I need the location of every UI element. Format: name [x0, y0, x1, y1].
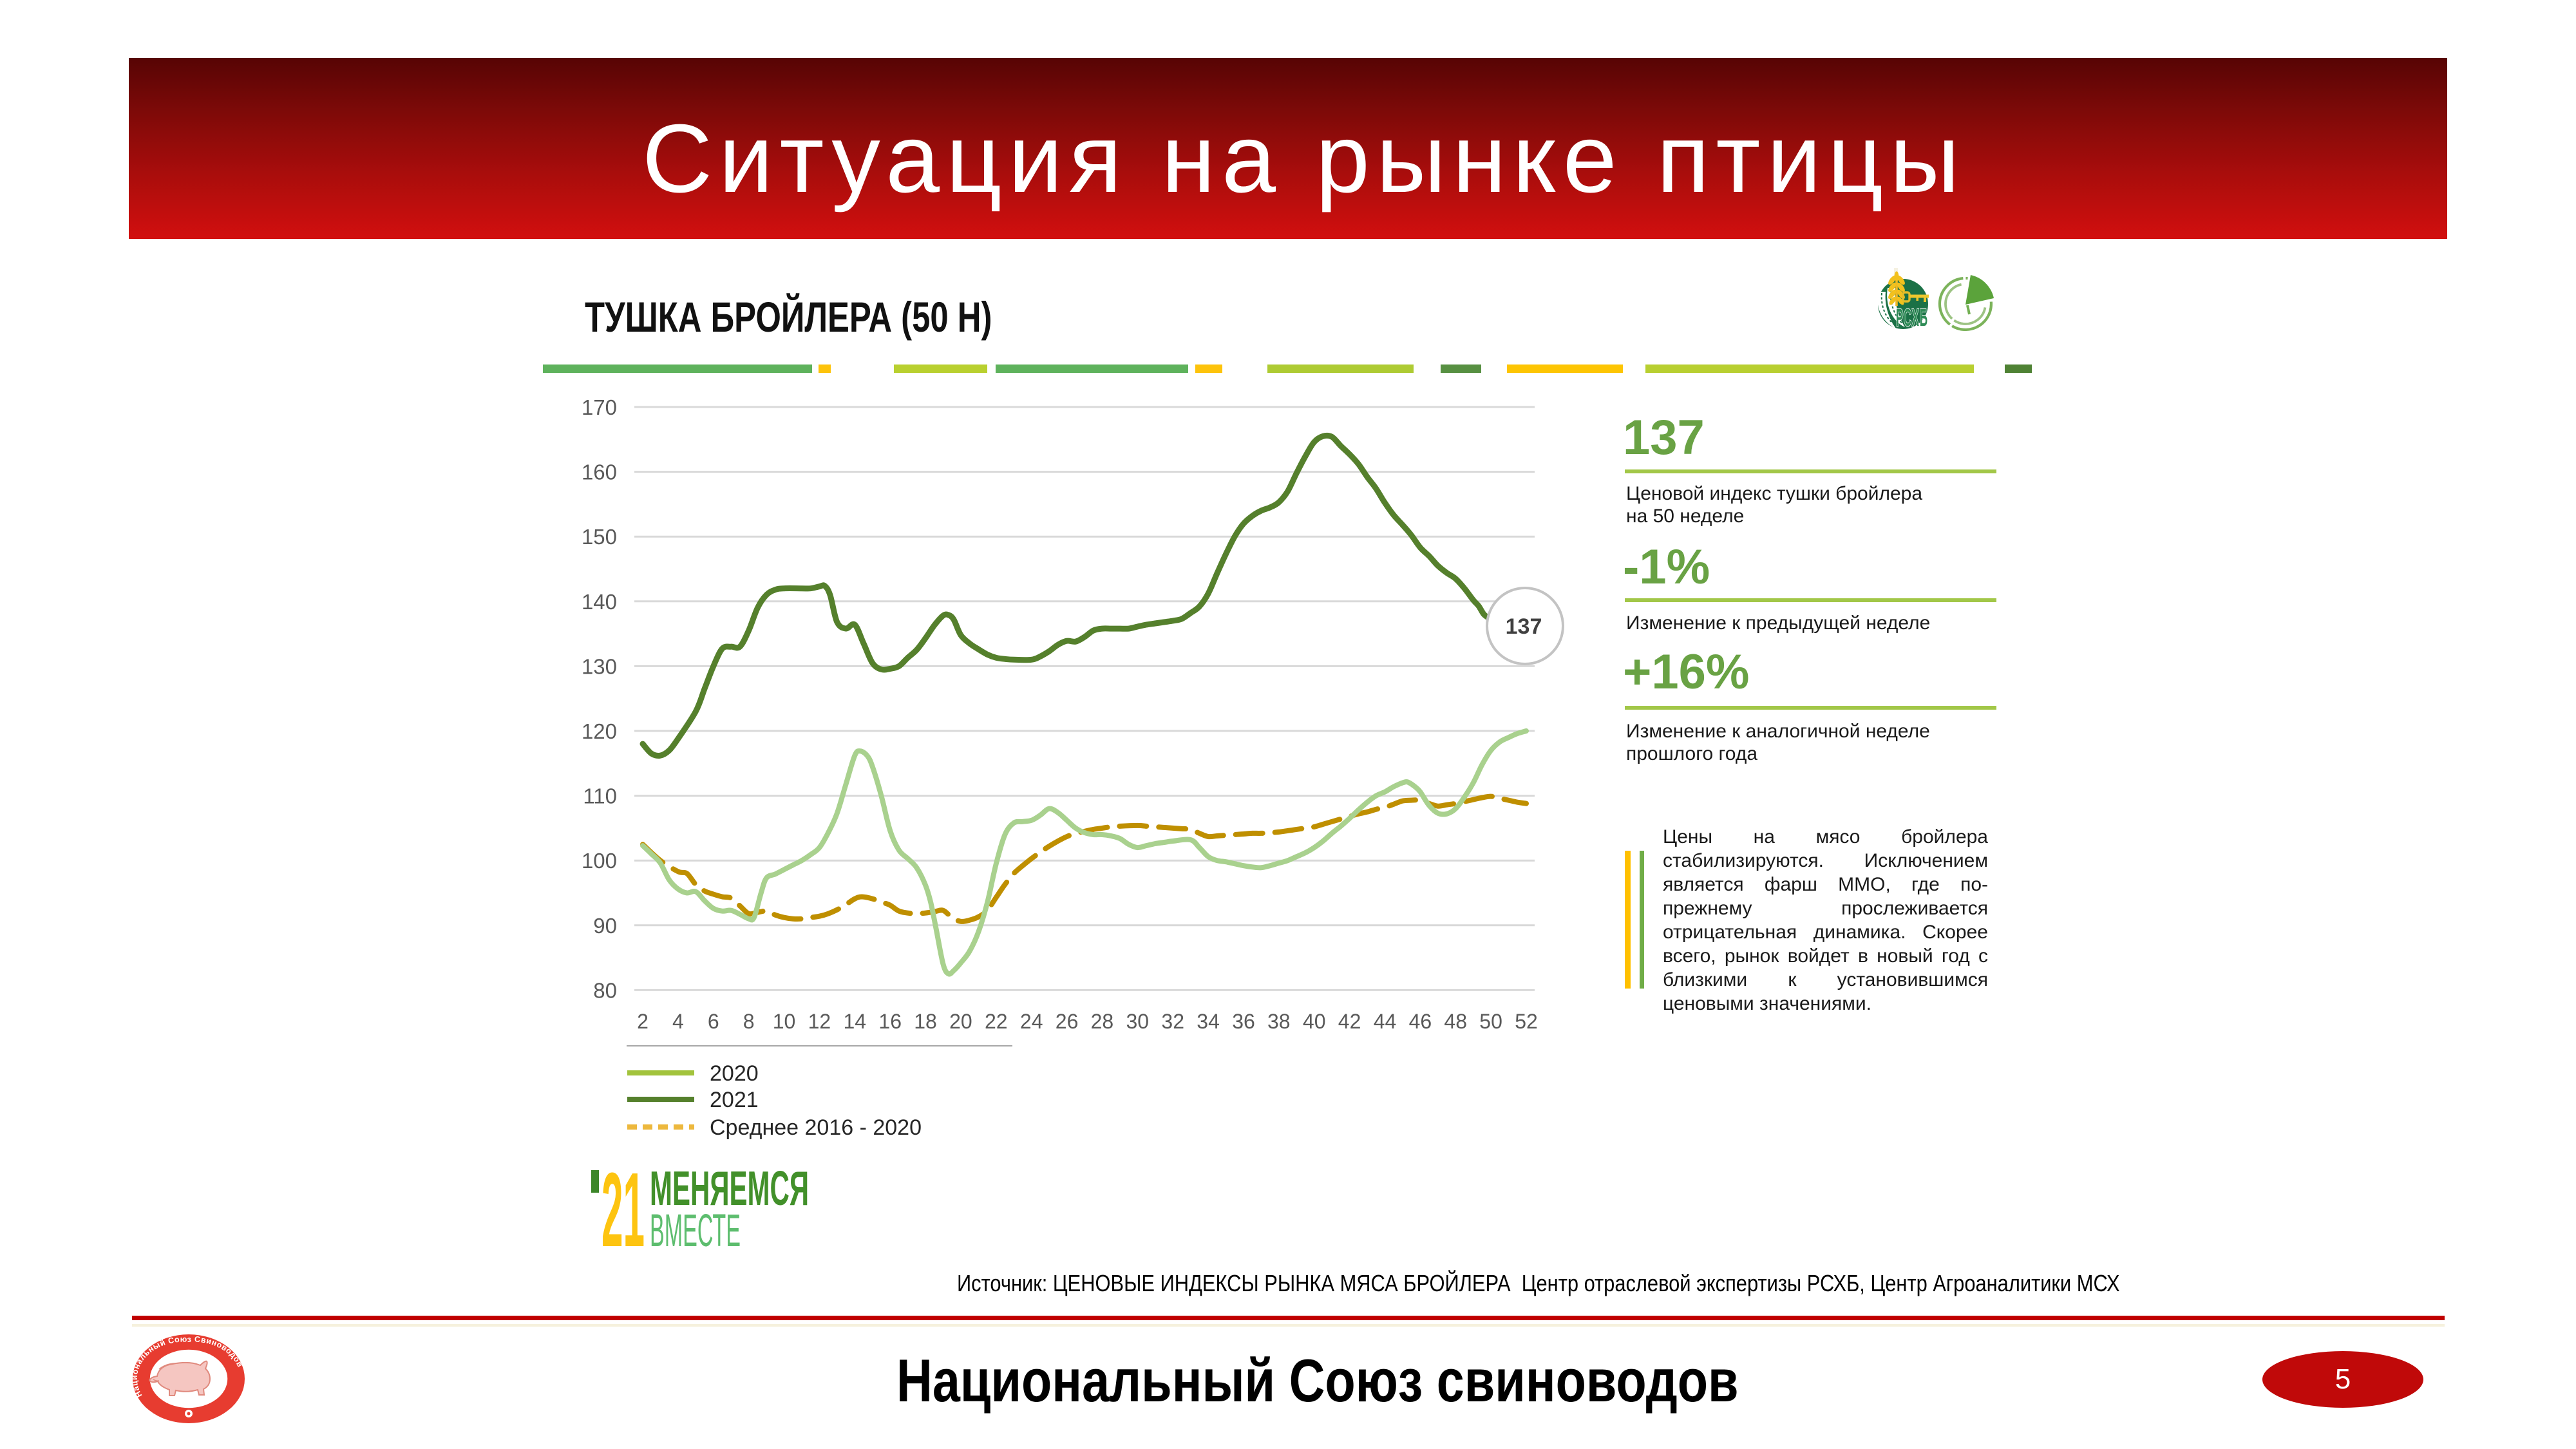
svg-text:22: 22 [985, 1010, 1008, 1033]
svg-text:РСХБ: РСХБ [1896, 304, 1928, 332]
svg-text:48: 48 [1444, 1010, 1467, 1033]
svg-text:28: 28 [1091, 1010, 1114, 1033]
svg-text:26: 26 [1056, 1010, 1079, 1033]
svg-text:2021: 2021 [710, 1088, 759, 1112]
svg-text:20: 20 [949, 1010, 972, 1033]
svg-text:42: 42 [1338, 1010, 1361, 1033]
svg-text:12: 12 [808, 1010, 831, 1033]
svg-text:ВМЕСТЕ: ВМЕСТЕ [650, 1206, 741, 1256]
svg-text:52: 52 [1515, 1010, 1538, 1033]
svg-text:Среднее 2016 - 2020: Среднее 2016 - 2020 [710, 1115, 922, 1140]
svg-text:44: 44 [1374, 1010, 1397, 1033]
svg-text:130: 130 [582, 654, 617, 678]
svg-text:50: 50 [1479, 1010, 1502, 1033]
svg-text:46: 46 [1409, 1010, 1432, 1033]
svg-text:34: 34 [1197, 1010, 1220, 1033]
svg-text:110: 110 [583, 784, 617, 808]
svg-text:137: 137 [1506, 614, 1542, 639]
svg-text:30: 30 [1126, 1010, 1150, 1033]
svg-text:170: 170 [582, 395, 617, 419]
svg-text:2: 2 [637, 1010, 649, 1033]
svg-text:80: 80 [593, 978, 617, 1002]
svg-text:36: 36 [1232, 1010, 1255, 1033]
svg-text:140: 140 [582, 590, 617, 614]
svg-text:150: 150 [582, 525, 617, 549]
svg-text:120: 120 [582, 719, 617, 743]
svg-text:38: 38 [1267, 1010, 1291, 1033]
svg-text:4: 4 [672, 1010, 684, 1033]
svg-text:2020: 2020 [710, 1061, 759, 1086]
svg-text:14: 14 [844, 1010, 867, 1033]
svg-text:10: 10 [773, 1010, 796, 1033]
svg-text:40: 40 [1303, 1010, 1326, 1033]
svg-text:90: 90 [593, 914, 617, 938]
svg-text:6: 6 [708, 1010, 719, 1033]
svg-text:16: 16 [878, 1010, 902, 1033]
svg-text:МЕНЯЕМСЯ: МЕНЯЕМСЯ [650, 1167, 809, 1215]
svg-text:18: 18 [914, 1010, 937, 1033]
svg-text:21: 21 [601, 1167, 645, 1257]
svg-text:100: 100 [582, 849, 617, 873]
svg-text:160: 160 [582, 460, 617, 484]
svg-text:32: 32 [1161, 1010, 1184, 1033]
svg-text:8: 8 [743, 1010, 755, 1033]
svg-text:24: 24 [1020, 1010, 1043, 1033]
